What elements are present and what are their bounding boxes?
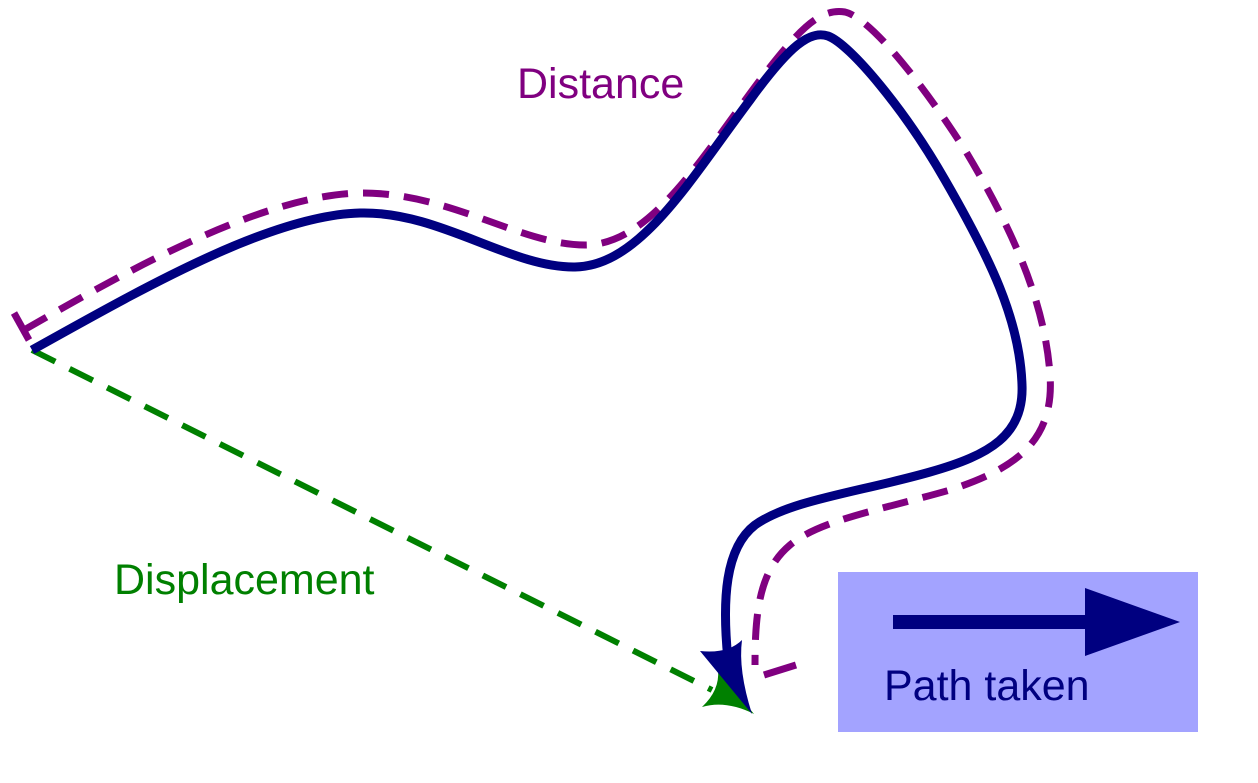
displacement-vector xyxy=(32,350,754,714)
displacement-dashed-line xyxy=(32,350,712,690)
distance-end-tick xyxy=(764,665,796,675)
legend: Path taken xyxy=(838,572,1198,732)
legend-label: Path taken xyxy=(884,662,1090,710)
distance-label: Distance xyxy=(517,60,684,108)
displacement-label: Displacement xyxy=(114,556,375,604)
